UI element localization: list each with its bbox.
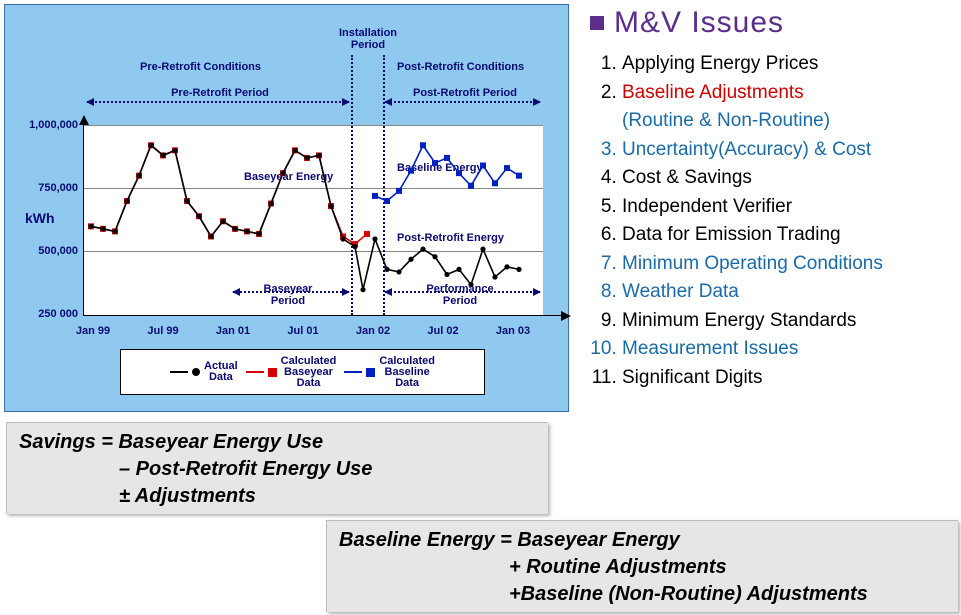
y-tick-label: 750,000: [13, 182, 78, 194]
issue-item: Independent Verifier: [622, 193, 960, 222]
issue-text: Minimum Operating Conditions: [622, 253, 883, 274]
issue-item: Significant Digits: [622, 364, 960, 393]
formula-line: – Post-Retrofit Energy Use: [19, 456, 536, 483]
x-tick-label: Jan 03: [491, 325, 535, 337]
y-tick-label: 500,000: [13, 245, 78, 257]
formula-line: +Baseline (Non-Routine) Adjustments: [339, 581, 946, 608]
issue-text: Independent Verifier: [622, 196, 792, 217]
y-axis-label: kWh: [25, 210, 55, 226]
issue-text: Cost & Savings: [622, 167, 752, 188]
issue-text: Baseline Adjustments: [622, 82, 804, 103]
formula-line: + Routine Adjustments: [339, 554, 946, 581]
issue-item: Cost & Savings: [622, 164, 960, 193]
bullet-icon: [590, 16, 604, 30]
y-tick-label: 250 000: [13, 308, 78, 320]
x-tick-label: Jul 02: [421, 325, 465, 337]
formula-line: Savings = Baseyear Energy Use: [19, 431, 323, 453]
mv-chart: 1,000,000 750,000 500,000 250 000 kWh Ja…: [4, 4, 569, 412]
annot-post-period: Post-Retrofit Period: [400, 87, 530, 99]
issue-item: Uncertainty(Accuracy) & Cost: [622, 136, 960, 165]
issue-text: Data for Emission Trading: [622, 224, 841, 245]
legend-item: Calculated Baseline Data: [344, 356, 435, 389]
pre-period-arrow: [87, 101, 349, 103]
x-tick-label: Jan 02: [351, 325, 395, 337]
formula-line: ± Adjustments: [19, 483, 536, 510]
issue-text: Minimum Energy Standards: [622, 310, 856, 331]
issues-list: Applying Energy Prices Baseline Adjustmen…: [590, 50, 960, 392]
legend-item: Calculated Baseyear Data: [246, 356, 337, 389]
x-tick-label: Jan 99: [71, 325, 115, 337]
annot-post-cond: Post-Retrofit Conditions: [397, 61, 557, 73]
x-tick-label: Jul 99: [141, 325, 185, 337]
x-tick-label: Jul 01: [281, 325, 325, 337]
x-axis: [83, 315, 563, 316]
legend-label: Calculated Baseline Data: [379, 356, 435, 389]
legend-label: Calculated Baseyear Data: [281, 356, 337, 389]
issue-item: Applying Energy Prices: [622, 50, 960, 79]
issue-item: Weather Data: [622, 278, 960, 307]
x-tick-label: Jan 01: [211, 325, 255, 337]
annot-pre-cond: Pre-Retrofit Conditions: [140, 61, 300, 73]
issue-text: Applying Energy Prices: [622, 53, 818, 74]
panel-title: M&V Issues: [614, 6, 784, 40]
issue-subtext: (Routine & Non-Routine): [622, 107, 960, 136]
issue-item: Minimum Operating Conditions: [622, 250, 960, 279]
formula-savings: Savings = Baseyear Energy Use – Post-Ret…: [6, 422, 548, 514]
y-arrow-icon: [79, 115, 89, 125]
issues-panel: M&V Issues Applying Energy Prices Baselin…: [580, 0, 960, 412]
issue-text: Significant Digits: [622, 367, 762, 388]
issue-text: Weather Data: [622, 281, 739, 302]
issue-item: Measurement Issues: [622, 335, 960, 364]
formula-line: Baseline Energy = Baseyear Energy: [339, 529, 680, 551]
issue-item: Minimum Energy Standards: [622, 307, 960, 336]
y-tick-label: 1,000,000: [13, 119, 78, 131]
legend-label: Actual Data: [204, 361, 238, 383]
chart-legend: Actual Data Calculated Baseyear Data Cal…: [120, 349, 485, 395]
annot-pre-period: Pre-Retrofit Period: [150, 87, 290, 99]
issue-item: Data for Emission Trading: [622, 221, 960, 250]
post-period-arrow: [385, 101, 540, 103]
chart-series: [83, 125, 543, 315]
formula-baseline: Baseline Energy = Baseyear Energy + Rout…: [326, 520, 958, 612]
annot-install: Installation Period: [338, 27, 398, 51]
issue-item: Baseline Adjustments (Routine & Non-Routi…: [622, 79, 960, 136]
x-arrow-icon: [561, 311, 571, 321]
issue-text: Measurement Issues: [622, 338, 798, 359]
legend-item: Actual Data: [170, 361, 238, 383]
issue-text: Uncertainty(Accuracy) & Cost: [622, 139, 871, 160]
